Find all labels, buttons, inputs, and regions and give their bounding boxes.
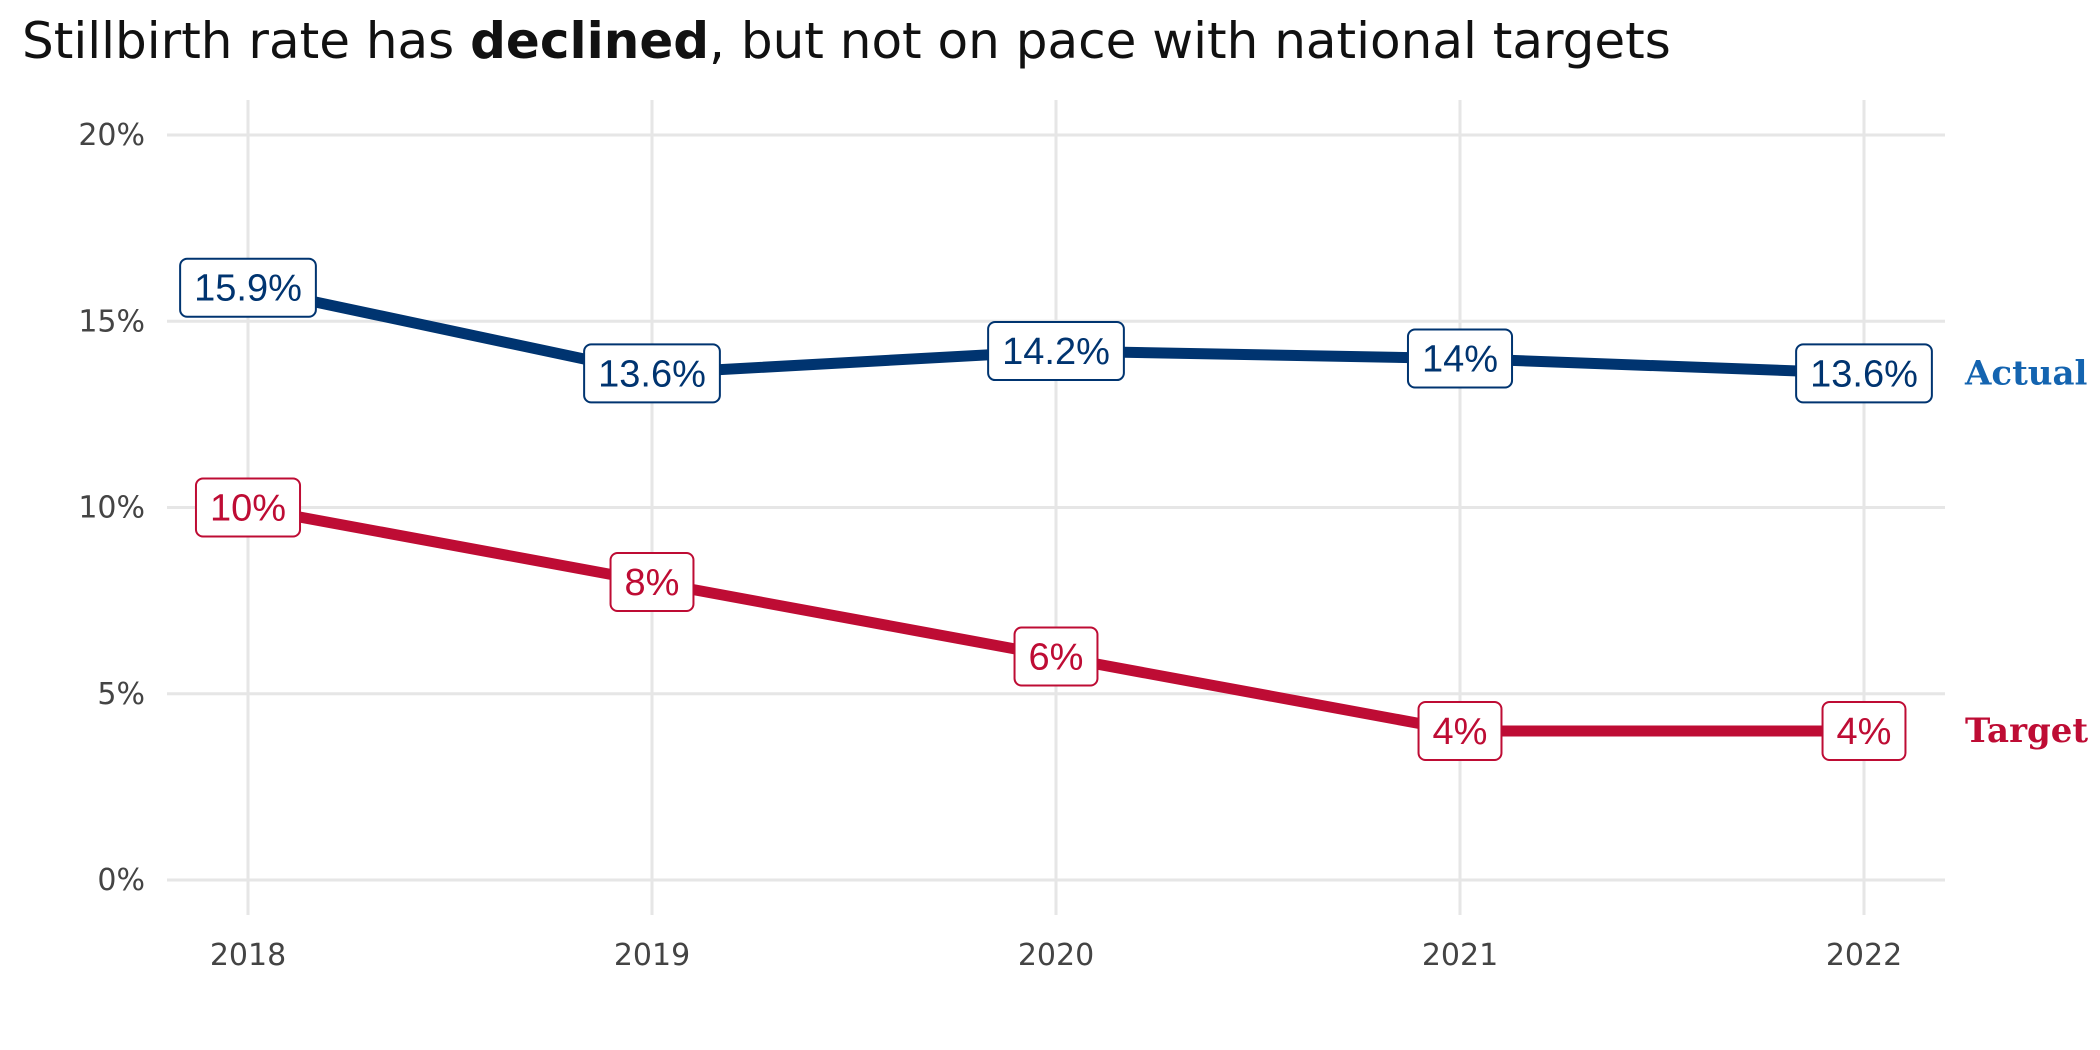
series-label-target: Target <box>1965 711 2088 751</box>
x-tick-label: 2021 <box>1422 938 1498 973</box>
data-label-actual: 15.9% <box>179 257 317 318</box>
x-tick-label: 2018 <box>210 938 286 973</box>
data-label-box <box>1417 701 1503 761</box>
data-label-text: 14.2% <box>1002 331 1110 373</box>
data-label-actual: 14.2% <box>987 321 1125 382</box>
data-label-target: 8% <box>609 552 695 612</box>
data-label-text: 8% <box>625 562 680 604</box>
data-label-target: 10% <box>194 477 302 538</box>
data-label-text: 10% <box>210 488 286 530</box>
data-label-target: 6% <box>1013 626 1099 687</box>
data-label-box <box>1795 343 1933 404</box>
data-label-text: 4% <box>1837 711 1892 753</box>
x-tick-label: 2020 <box>1018 938 1094 973</box>
chart-title-emphasis: declined <box>470 12 710 70</box>
data-label-box <box>987 321 1125 382</box>
x-tick-label: 2022 <box>1826 938 1902 973</box>
data-label-actual: 14% <box>1406 328 1514 389</box>
data-label-actual: 13.6% <box>583 343 721 404</box>
data-label-text: 15.9% <box>194 268 302 310</box>
data-label-text: 6% <box>1029 637 1084 679</box>
x-tick-label: 2019 <box>614 938 690 973</box>
data-label-actual: 13.6% <box>1795 343 1933 404</box>
data-label-box <box>1821 701 1907 761</box>
data-label-text: 14% <box>1422 339 1498 381</box>
data-label-box <box>583 343 721 404</box>
chart-title-part: Stillbirth rate has <box>22 12 471 70</box>
data-label-text: 4% <box>1433 711 1488 753</box>
y-tick-label: 20% <box>78 118 145 153</box>
chart-title-part: , but not on pace with national targets <box>709 12 1671 70</box>
data-label-text: 13.6% <box>1810 353 1918 395</box>
y-tick-label: 5% <box>97 677 145 712</box>
data-label-target: 4% <box>1417 701 1503 761</box>
series-name-labels: Actual Target <box>1964 353 2088 751</box>
data-label-box <box>1013 626 1099 687</box>
data-label-box <box>609 552 695 612</box>
chart-title: Stillbirth rate has declined, but not on… <box>22 12 1671 70</box>
data-label-target: 4% <box>1821 701 1907 761</box>
data-label-box <box>1406 328 1514 389</box>
y-tick-label: 0% <box>97 863 145 898</box>
y-tick-label: 15% <box>78 304 145 339</box>
grid-lines <box>167 100 1945 915</box>
data-label-text: 13.6% <box>598 353 706 395</box>
data-label-box <box>194 477 302 538</box>
data-labels: 15.9% 13.6% 14.2% 14% 13.6% 10% 8% 6% 4% 4% <box>179 257 1933 761</box>
data-label-box <box>179 257 317 318</box>
y-tick-label: 10% <box>78 491 145 526</box>
axis-tick-labels: 0% 5% 10% 15% 20% 2018 2019 2020 2021 2022 <box>78 118 1902 973</box>
series-label-actual: Actual <box>1964 353 2088 393</box>
